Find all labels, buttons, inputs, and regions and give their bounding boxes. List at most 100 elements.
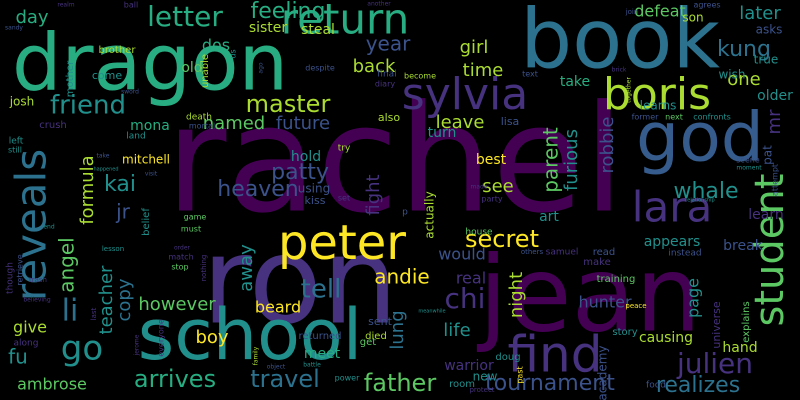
word-travel: travel bbox=[250, 365, 320, 393]
word-get: get bbox=[360, 337, 377, 348]
word-also: also bbox=[378, 111, 401, 124]
word-try: try bbox=[338, 144, 351, 154]
word-whale: whale bbox=[673, 179, 738, 204]
word-take2: take bbox=[97, 153, 110, 160]
word-brick: brick bbox=[612, 67, 627, 74]
word-appears: appears bbox=[644, 234, 701, 250]
word-doug: doug bbox=[495, 352, 520, 363]
word-return: return bbox=[281, 0, 409, 44]
word-together: together bbox=[626, 77, 633, 103]
word-lesson: lesson bbox=[102, 245, 124, 253]
word-boris: boris bbox=[603, 69, 711, 120]
word-li: li bbox=[62, 294, 79, 329]
word-lisa: lisa bbox=[501, 115, 520, 128]
word-reveals: reveals bbox=[7, 149, 56, 301]
word-life: life bbox=[443, 320, 470, 341]
word-future: future bbox=[276, 113, 330, 134]
word-crush: crush bbox=[39, 120, 67, 131]
word-along: along bbox=[14, 339, 39, 349]
word-meet: meet bbox=[304, 346, 341, 362]
word-come: come bbox=[92, 69, 122, 82]
word-peter: peter bbox=[278, 215, 406, 271]
word-arrives: arrives bbox=[134, 365, 216, 393]
word-scene: scene bbox=[736, 156, 760, 165]
word-p: p bbox=[402, 208, 408, 218]
word-chi: chi bbox=[445, 282, 486, 315]
word-hunter: hunter bbox=[578, 293, 632, 312]
word-feeling: feeling bbox=[251, 0, 326, 24]
word-left: left bbox=[9, 137, 24, 147]
word-patty: patty bbox=[271, 160, 329, 185]
word-stop: stop bbox=[171, 263, 188, 272]
word-rachel: rachel bbox=[166, 74, 625, 246]
word-belief: belief bbox=[141, 208, 152, 236]
word-retrieve: retrieve bbox=[16, 254, 25, 285]
word-tell: tell bbox=[301, 275, 342, 305]
word-fight: fight bbox=[363, 174, 384, 215]
word-using: using bbox=[298, 182, 330, 196]
word-jr: jr bbox=[115, 200, 131, 224]
word-jean: jean bbox=[477, 233, 702, 355]
word-son: son bbox=[682, 11, 703, 25]
word-old: old bbox=[181, 60, 202, 76]
word-last: last bbox=[90, 307, 98, 320]
word-lung: lung bbox=[387, 310, 408, 349]
word-make: make bbox=[583, 257, 610, 268]
word-instead: instead bbox=[668, 249, 701, 259]
word-learn: learn bbox=[748, 207, 783, 223]
word-leave: leave bbox=[436, 112, 485, 133]
word-another: another bbox=[367, 1, 391, 8]
word-universe: universe bbox=[710, 301, 723, 349]
word-died: died bbox=[365, 331, 387, 342]
word-older: older bbox=[757, 88, 793, 104]
word-text: text bbox=[522, 70, 538, 79]
word-confronts: confronts bbox=[693, 113, 731, 122]
word-still: still bbox=[8, 146, 22, 155]
word-join: join bbox=[625, 8, 639, 16]
word-student: student bbox=[747, 174, 793, 327]
word-sylvia: sylvia bbox=[402, 69, 528, 120]
word-former: former bbox=[632, 113, 660, 122]
word-give: give bbox=[13, 318, 47, 337]
word-next: next bbox=[665, 113, 683, 122]
word-final: final bbox=[377, 70, 396, 80]
word-match: match bbox=[168, 253, 193, 262]
word-master: master bbox=[246, 90, 331, 118]
word-party: party bbox=[481, 195, 502, 204]
word-battle: battle bbox=[303, 362, 321, 369]
word-dos: dos bbox=[202, 36, 230, 55]
word-true: true bbox=[754, 53, 779, 67]
word-take: take bbox=[560, 74, 590, 90]
word-wish: wish bbox=[718, 68, 745, 82]
word-away: away bbox=[236, 244, 257, 292]
word-parent: parent bbox=[539, 127, 563, 193]
word-best: best bbox=[476, 152, 507, 168]
word-year: year bbox=[366, 32, 411, 56]
word-boy: boy bbox=[195, 327, 228, 348]
word-everyone: everyone bbox=[157, 319, 166, 357]
word-would: would bbox=[438, 245, 486, 264]
word-hand: hand bbox=[722, 340, 757, 356]
word-teacher: teacher bbox=[96, 265, 117, 335]
word-meanwhile: meanwhile bbox=[418, 309, 445, 315]
word-explains: explains bbox=[741, 301, 752, 342]
word-heaven: heaven bbox=[217, 177, 298, 202]
word-formula: formula bbox=[77, 155, 98, 224]
word-unable: unable bbox=[200, 54, 211, 88]
word-agrees: agrees bbox=[693, 1, 720, 10]
word-others: others bbox=[521, 248, 544, 256]
word-jerome: jerome bbox=[134, 334, 141, 356]
word-real: real bbox=[456, 269, 486, 288]
word-training: training bbox=[597, 274, 636, 285]
word-actually: actually bbox=[423, 191, 437, 238]
word-pat: pat bbox=[761, 145, 775, 165]
word-realm: realm bbox=[57, 2, 74, 9]
word-trash: trash bbox=[29, 276, 47, 284]
word-art: art bbox=[539, 209, 559, 225]
word-hold: hold bbox=[291, 149, 321, 165]
word-mitchell: mitchell bbox=[122, 153, 170, 167]
word-copy: copy bbox=[114, 278, 135, 321]
